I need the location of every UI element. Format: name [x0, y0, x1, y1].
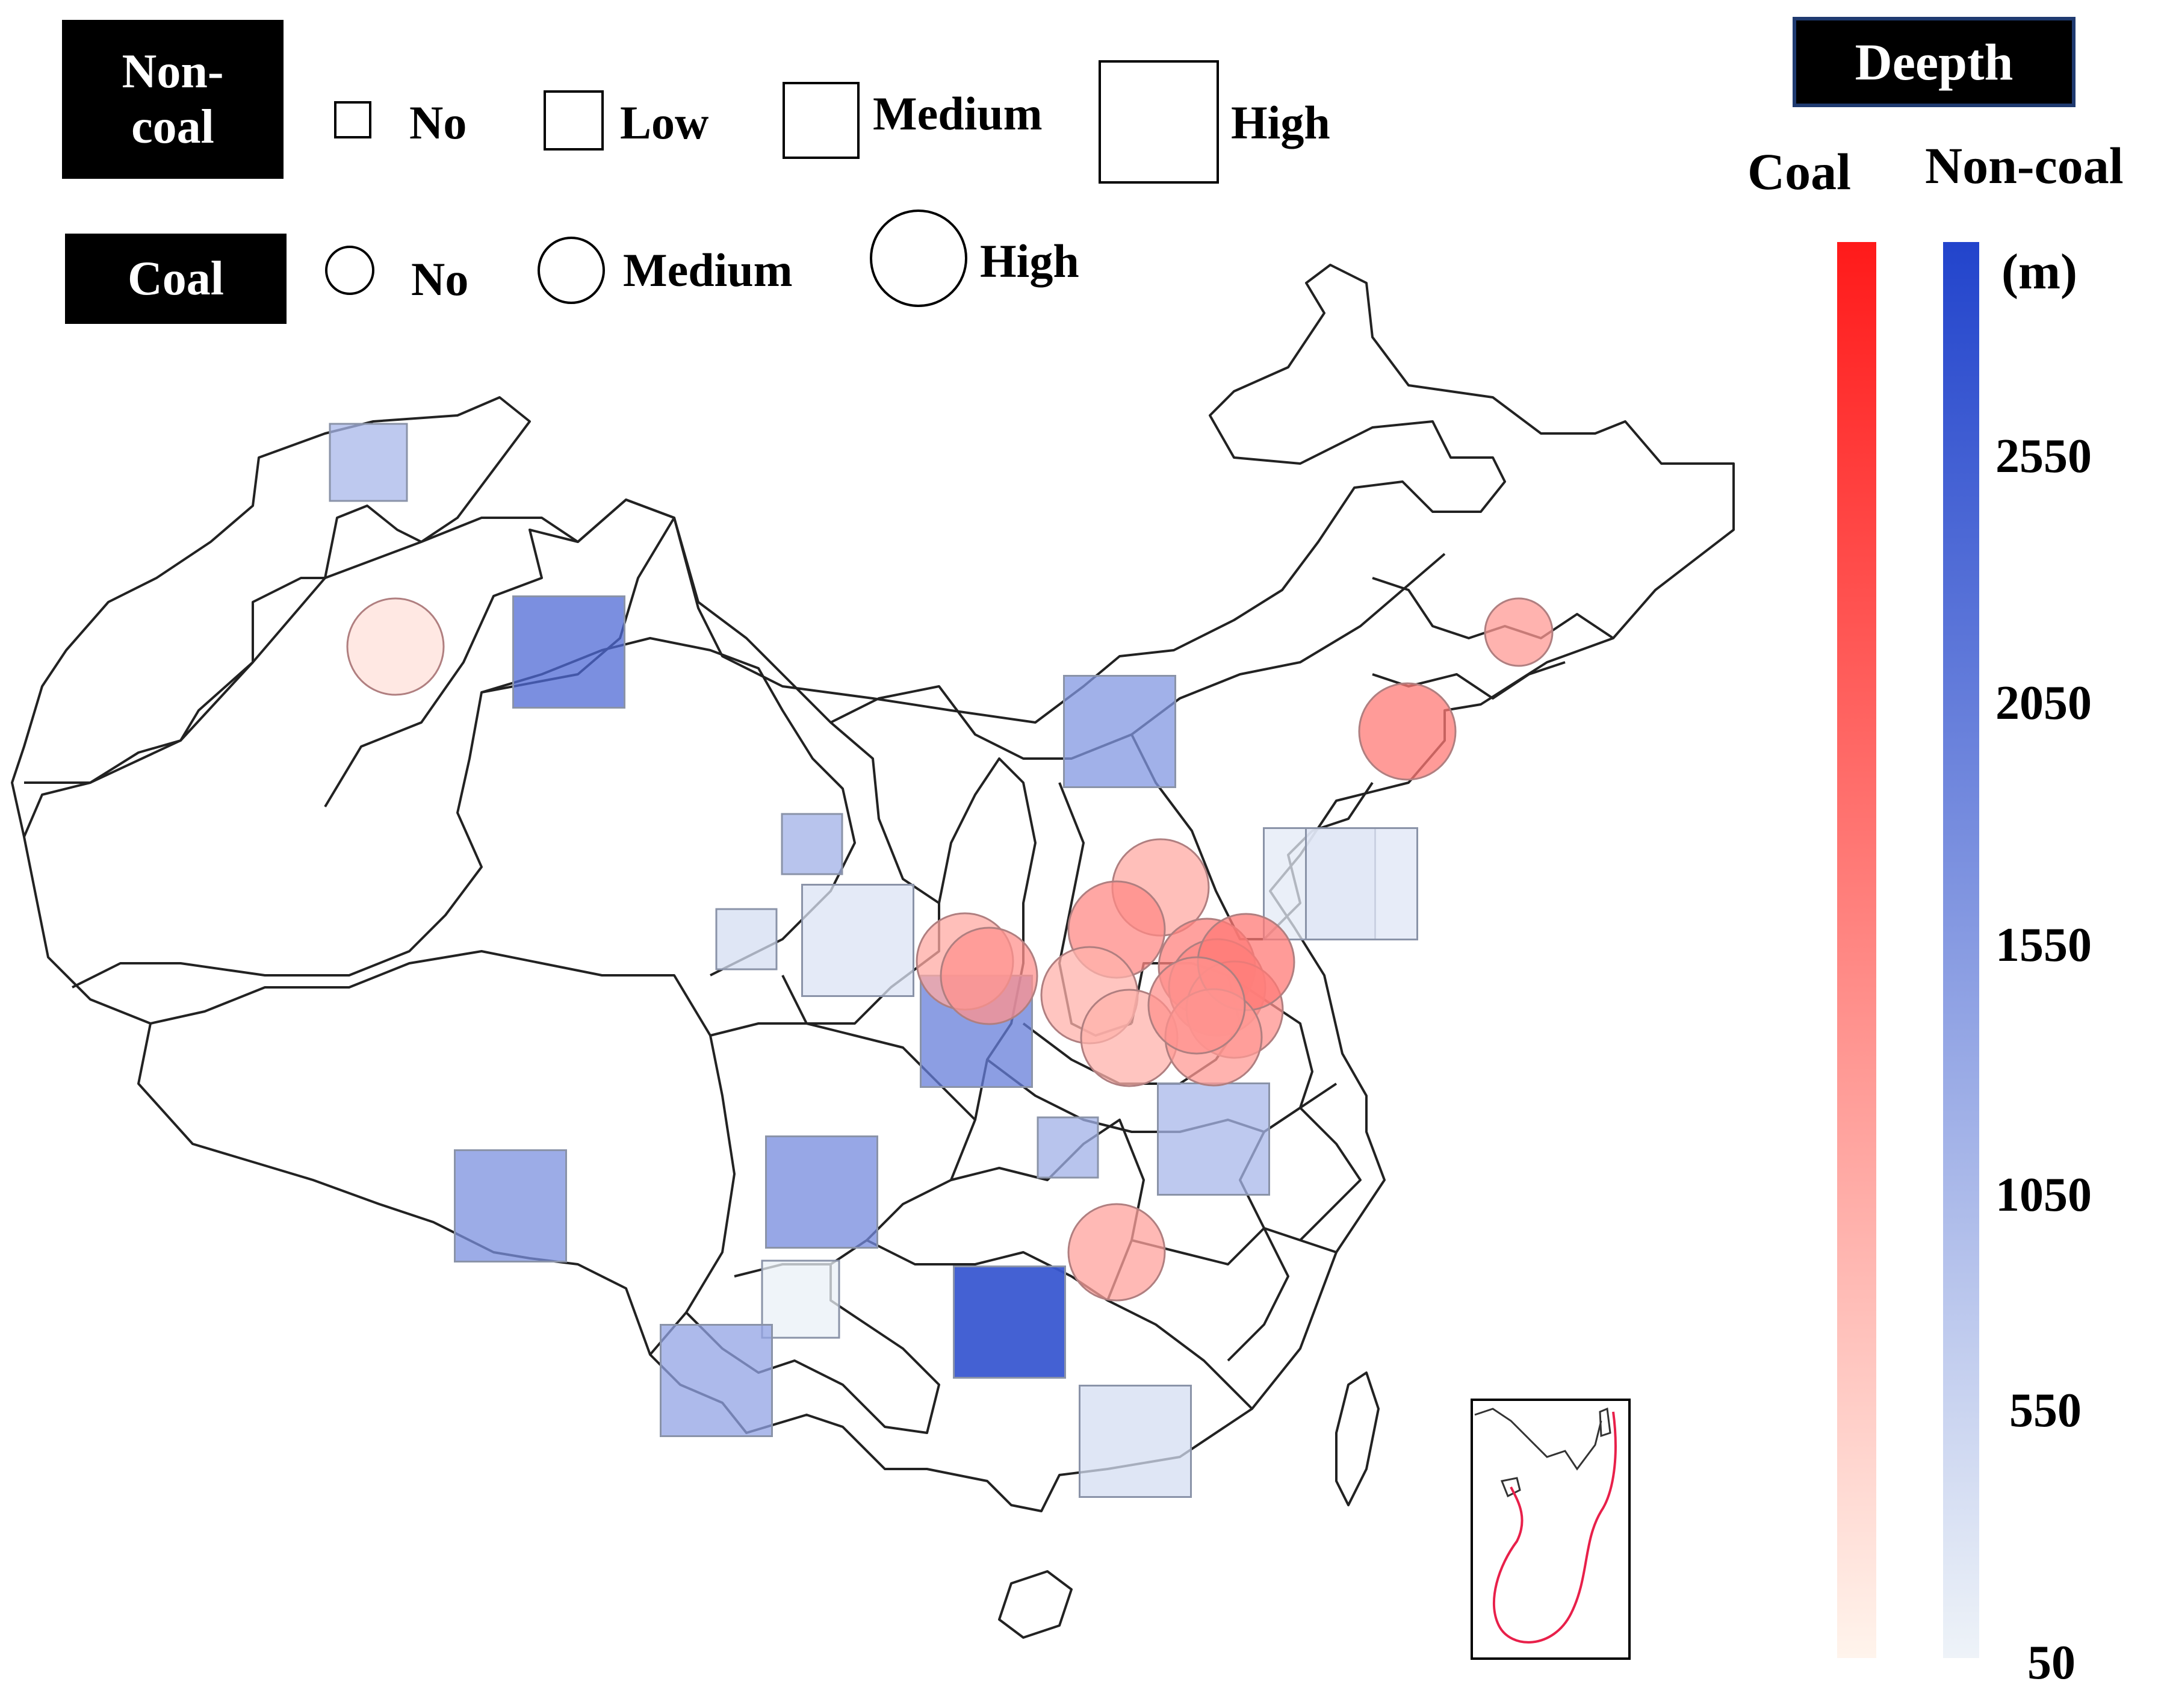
coal-medium-symbol: [538, 237, 605, 304]
coal-marker: [1358, 682, 1457, 781]
noncoal-depth-colorbar: [1943, 242, 1979, 1658]
guizhou-guangxi-border: [866, 1239, 1253, 1410]
colorbar-coal-label: Coal: [1747, 143, 1851, 200]
noncoal-marker: [953, 1265, 1066, 1379]
noncoal-high-symbol: [1099, 60, 1219, 184]
coal-marker: [346, 597, 445, 696]
noncoal-low-label: Low: [620, 96, 709, 149]
noncoal-marker: [761, 1259, 840, 1339]
colorbar-tick-550: 550: [2009, 1384, 2082, 1437]
nine-dash-line: [1493, 1411, 1617, 1644]
inset-island: [1500, 1477, 1521, 1498]
noncoal-no-label: No: [409, 96, 467, 149]
noncoal-marker: [781, 813, 843, 875]
noncoal-medium-label: Medium: [873, 87, 1043, 140]
noncoal-marker: [801, 884, 914, 997]
noncoal-marker: [660, 1324, 773, 1437]
noncoal-no-symbol: [334, 101, 371, 138]
colorbar-tick-2550: 2550: [1995, 430, 2092, 483]
noncoal-medium-symbol: [783, 82, 860, 159]
coal-depth-colorbar: [1837, 242, 1876, 1658]
coal-marker: [1484, 597, 1554, 667]
jiangxi-fujian-border: [1131, 1227, 1289, 1362]
zhejiang-border: [1299, 1107, 1362, 1241]
noncoal-marker: [1037, 1116, 1099, 1179]
noncoal-marker: [1079, 1385, 1192, 1498]
inset-coastline: [1474, 1408, 1602, 1471]
inset-frame: [1471, 1399, 1631, 1660]
colorbar-noncoal-label: Non-coal: [1925, 137, 2124, 194]
noncoal-low-symbol: [544, 90, 604, 151]
colorbar-title: Deepth: [1793, 17, 2076, 107]
coal-high-symbol: [870, 210, 967, 307]
taiwan: [1335, 1371, 1380, 1506]
noncoal-marker: [454, 1149, 567, 1262]
noncoal-marker: [1305, 827, 1418, 940]
coal-marker: [1067, 1203, 1166, 1302]
coal-legend-title: Coal: [65, 234, 287, 324]
xinjiang-border: [24, 498, 675, 989]
noncoal-marker: [1157, 1082, 1270, 1196]
colorbar-tick-2050: 2050: [1995, 677, 2092, 730]
gansu-border: [673, 517, 940, 1025]
colorbar-tick-50: 50: [2027, 1636, 2076, 1689]
noncoal-marker: [715, 908, 778, 970]
colorbar-tick-1050: 1050: [1995, 1169, 2092, 1222]
noncoal-marker: [512, 595, 625, 709]
noncoal-high-label: High: [1231, 96, 1330, 149]
coal-no-label: No: [411, 253, 469, 305]
noncoal-marker: [765, 1135, 878, 1249]
coal-high-label: High: [980, 235, 1079, 287]
noncoal-marker: [329, 423, 408, 502]
inset-taiwan: [1599, 1407, 1611, 1438]
colorbar-tick-1550: 1550: [1995, 919, 2092, 972]
coal-marker: [940, 927, 1038, 1025]
tibet-border: [150, 950, 736, 1356]
south-china-sea-inset: [1471, 1399, 1631, 1660]
noncoal-legend-title: Non- coal: [62, 20, 284, 179]
colorbar-unit: (m): [2001, 244, 2077, 300]
coal-medium-label: Medium: [623, 244, 793, 296]
data-markers: [329, 423, 1554, 1498]
hainan: [998, 1570, 1073, 1639]
coal-marker: [1147, 956, 1246, 1055]
noncoal-marker: [1063, 675, 1176, 788]
coal-no-symbol: [325, 246, 374, 295]
